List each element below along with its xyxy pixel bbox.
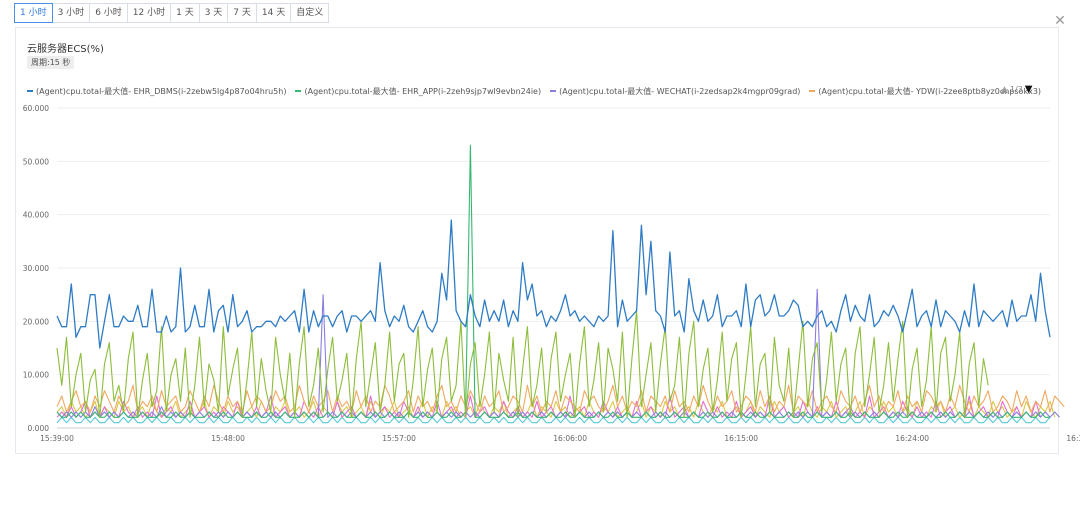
legend-swatch	[550, 90, 557, 92]
legend-item[interactable]: (Agent)cpu.total-最大值- EHR_APP(i-2zeh9sjp…	[295, 85, 541, 97]
legend-label: (Agent)cpu.total-最大值- YDW(i-2zee8ptb8yz0…	[818, 86, 1042, 96]
series-line-1[interactable]	[56, 144, 1050, 418]
x-tick-label: 16:33:00	[1066, 434, 1080, 443]
y-tick-label: 40.000	[23, 211, 49, 220]
legend-swatch	[27, 90, 33, 92]
legend-label: (Agent)cpu.total-最大值- WECHAT(i-2zedsap2k…	[559, 86, 801, 96]
legend-item[interactable]: (Agent)cpu.total-最大值- YDW(i-2zee8ptb8yz0…	[809, 85, 1041, 97]
y-tick-label: 10.000	[23, 371, 49, 380]
x-tick-label: 15:39:00	[40, 434, 74, 443]
series-line-4[interactable]	[56, 310, 989, 418]
legend-item[interactable]: (Agent)cpu.total-最大值- WECHAT(i-2zedsap2k…	[550, 85, 800, 97]
chart-legend: (Agent)cpu.total-最大值- EHR_DBMS(i-2zebw5l…	[27, 85, 1050, 97]
x-tick-label: 16:06:00	[553, 434, 587, 443]
series-line-0[interactable]	[56, 219, 1051, 349]
range-tab-6[interactable]: 7 天	[227, 3, 257, 23]
legend-label: (Agent)cpu.total-最大值- EHR_DBMS(i-2zebw5l…	[36, 86, 287, 96]
y-tick-label: 20.000	[23, 317, 49, 326]
x-tick-label: 15:48:00	[211, 434, 245, 443]
legend-item[interactable]: (Agent)cpu.total-最大值- EHR_DBMS(i-2zebw5l…	[27, 85, 286, 97]
range-tab-8[interactable]: 自定义	[290, 3, 330, 23]
x-tick-label: 16:24:00	[895, 434, 929, 443]
y-tick-label: 50.000	[23, 157, 49, 166]
series-line-6[interactable]	[56, 416, 1051, 424]
legend-swatch	[809, 90, 816, 92]
chart-title: 云服务器ECS(%)	[27, 44, 104, 55]
legend-page-indicator: 1/3	[1009, 85, 1023, 94]
legend-label: (Agent)cpu.total-最大值- EHR_APP(i-2zeh9sjp…	[304, 86, 542, 96]
legend-swatch	[295, 90, 302, 92]
period-badge: 周期:15 秒	[27, 56, 75, 69]
x-tick-label: 15:57:00	[382, 434, 416, 443]
range-tab-0[interactable]: 1 小时	[14, 3, 53, 23]
series-line-2[interactable]	[56, 288, 1060, 418]
x-tick-label: 16:15:00	[724, 434, 758, 443]
range-tab-3[interactable]: 12 小时	[126, 3, 172, 23]
triangle-up-icon[interactable]: ▲	[1001, 84, 1008, 95]
triangle-down-icon[interactable]: ▼	[1024, 84, 1033, 95]
y-tick-label: 30.000	[23, 264, 49, 273]
legend-pager: ▲ 1/3 ▼	[1001, 84, 1033, 95]
y-tick-label: 0.000	[28, 424, 50, 433]
close-icon[interactable]: ✕	[1054, 13, 1066, 29]
y-tick-label: 60.000	[23, 104, 49, 113]
